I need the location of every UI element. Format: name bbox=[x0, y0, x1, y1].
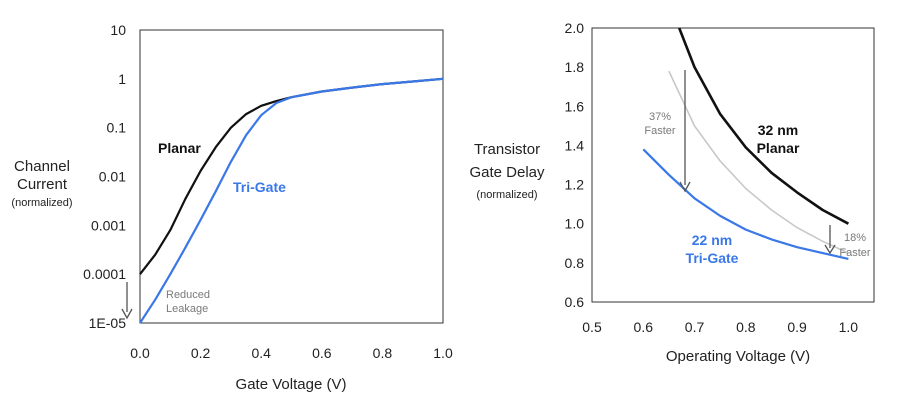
right-y-tick-label: 1.4 bbox=[565, 137, 585, 153]
planar32-line bbox=[677, 27, 850, 225]
left-x-axis-title: Gate Voltage (V) bbox=[236, 376, 347, 393]
trigate-label: Tri-Gate bbox=[233, 179, 286, 195]
right-y-axis-title-line2: Gate Delay bbox=[469, 164, 545, 181]
leakage-label-line1: Reduced bbox=[166, 289, 210, 301]
faster37-label-line1: 37% bbox=[649, 111, 671, 123]
right-x-tick-label: 0.8 bbox=[736, 319, 756, 335]
left-y-tick-label: 1E-05 bbox=[89, 315, 127, 331]
trigate22-label-line2: Tri-Gate bbox=[686, 250, 739, 266]
right-y-tick-label: 0.8 bbox=[565, 255, 585, 271]
left-y-tick-label: 10 bbox=[110, 22, 126, 38]
leakage-arrowhead bbox=[121, 308, 133, 320]
faster18-label-line1: 18% bbox=[844, 232, 866, 244]
left-x-tick-label: 0.0 bbox=[130, 345, 150, 361]
left-y-tick-label: 0.001 bbox=[91, 217, 126, 233]
left-x-tick-label: 0.8 bbox=[373, 345, 393, 361]
trigate-line bbox=[139, 77, 444, 324]
left-y-axis-title-line2: Current bbox=[17, 176, 68, 193]
trigate22-line bbox=[642, 148, 849, 260]
right-y-axis-title-line1: Transistor bbox=[474, 141, 540, 158]
right-y-axis-title-line3: (normalized) bbox=[476, 189, 537, 201]
left-y-tick-label: 0.01 bbox=[99, 169, 126, 185]
right-x-axis-title: Operating Voltage (V) bbox=[666, 348, 810, 365]
right-x-tick-labels: 0.5 0.6 0.7 0.8 0.9 1.0 bbox=[582, 319, 858, 335]
planar32-label-line1: 32 nm bbox=[758, 122, 798, 138]
right-x-tick-label: 0.7 bbox=[685, 319, 705, 335]
right-plot-area bbox=[591, 27, 875, 303]
left-x-tick-label: 1.0 bbox=[433, 345, 453, 361]
right-y-tick-label: 2.0 bbox=[565, 20, 585, 36]
planar32-label-line2: Planar bbox=[757, 140, 800, 156]
left-series-group bbox=[139, 77, 444, 324]
faster37-arrowhead bbox=[679, 181, 691, 193]
right-y-tick-label: 0.6 bbox=[565, 294, 585, 310]
left-y-axis-title-line3: (normalized) bbox=[11, 197, 72, 209]
left-y-tick-labels: 10 1 0.1 0.01 0.001 0.0001 1E-05 bbox=[83, 22, 126, 331]
right-series-group bbox=[642, 27, 850, 260]
right-chart: 2.0 1.8 1.6 1.4 1.2 1.0 0.8 0.6 0.5 0.6 0.7 0.8 0.9… bbox=[469, 20, 875, 365]
left-y-tick-label: 1 bbox=[118, 71, 126, 87]
right-x-tick-label: 0.6 bbox=[634, 319, 654, 335]
right-x-tick-label: 1.0 bbox=[839, 319, 859, 335]
left-plot-area bbox=[139, 29, 444, 324]
right-y-tick-label: 1.8 bbox=[565, 59, 585, 75]
left-x-tick-label: 0.4 bbox=[251, 345, 271, 361]
planar-label: Planar bbox=[158, 140, 201, 156]
left-y-axis-title-line1: Channel bbox=[14, 158, 70, 175]
left-y-tick-label: 0.1 bbox=[107, 120, 127, 136]
left-y-tick-label: 0.0001 bbox=[83, 266, 126, 282]
trigate22-label-line1: 22 nm bbox=[692, 232, 732, 248]
shifted-planar-line bbox=[668, 70, 849, 254]
left-x-tick-labels: 0.0 0.2 0.4 0.6 0.8 1.0 bbox=[130, 345, 453, 361]
left-x-tick-label: 0.2 bbox=[191, 345, 211, 361]
right-y-tick-labels: 2.0 1.8 1.6 1.4 1.2 1.0 0.8 0.6 bbox=[565, 20, 585, 310]
right-y-tick-label: 1.2 bbox=[565, 177, 585, 193]
right-x-tick-label: 0.5 bbox=[582, 319, 602, 335]
right-y-tick-label: 1.6 bbox=[565, 98, 585, 114]
left-x-tick-label: 0.6 bbox=[312, 345, 332, 361]
right-x-tick-label: 0.9 bbox=[787, 319, 807, 335]
faster37-label-line2: Faster bbox=[644, 125, 676, 137]
leakage-label-line2: Leakage bbox=[166, 303, 208, 315]
faster18-label-line2: Faster bbox=[839, 247, 871, 259]
planar-line bbox=[139, 77, 444, 275]
right-y-tick-label: 1.0 bbox=[565, 216, 585, 232]
faster18-arrowhead bbox=[824, 244, 836, 255]
